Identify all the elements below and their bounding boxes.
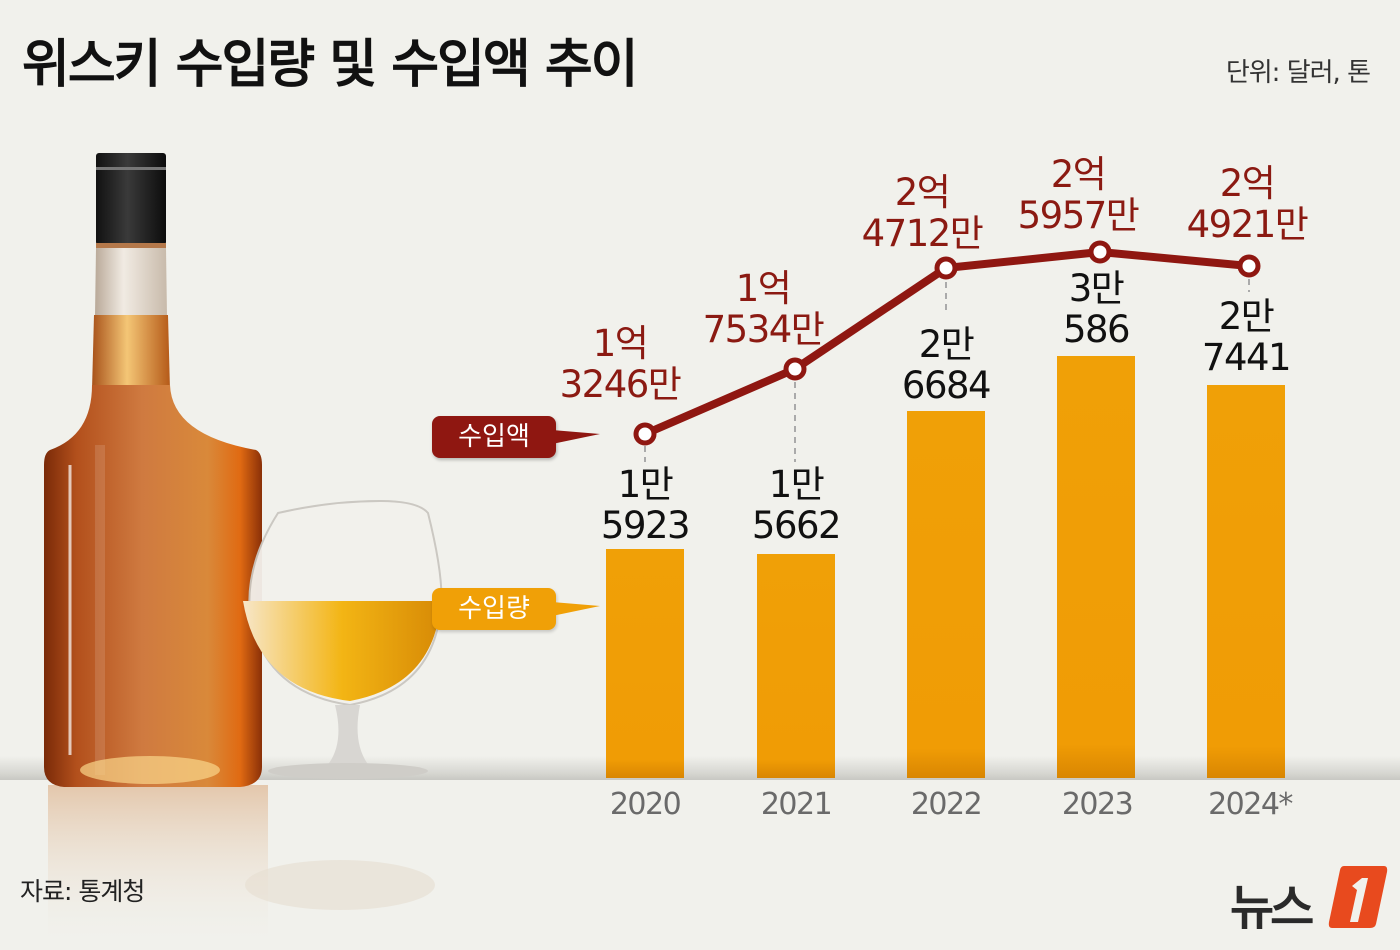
- quantity-label-2023: 3만 586: [1062, 267, 1131, 351]
- amount-point-2021: [783, 357, 807, 381]
- amount-label-2024: 2억 4921만: [1186, 162, 1309, 246]
- chart-title: 위스키 수입량 및 수입액 추이: [22, 35, 638, 95]
- amount-point-2022: [934, 256, 958, 280]
- x-tick-2022: 2022: [910, 787, 983, 822]
- bar-2021: [757, 554, 835, 778]
- x-tick-2020: 2020: [609, 787, 682, 822]
- quantity-label-2020: 1만 5923: [600, 463, 691, 547]
- x-tick-2021: 2021: [760, 787, 833, 822]
- bar-2023: [1057, 356, 1135, 778]
- quantity-label-2024: 2만 7441: [1201, 295, 1292, 379]
- bar-2020: [606, 549, 684, 778]
- amount-point-2020: [633, 422, 657, 446]
- amount-label-2021: 1억 7534만: [702, 267, 825, 351]
- amount-label-2020: 1억 3246만: [559, 322, 682, 406]
- news1-logo: 뉴스: [1208, 862, 1388, 936]
- logo-mark-icon: [1328, 866, 1388, 928]
- amount-point-2024: [1237, 254, 1261, 278]
- amount-label-2022: 2억 4712만: [861, 171, 984, 255]
- quantity-label-2021: 1만 5662: [751, 463, 842, 547]
- amount-point-2023: [1088, 240, 1112, 264]
- amount-legend-tag: 수입액: [432, 416, 600, 458]
- bar-2022: [907, 411, 985, 778]
- whisky-bottle-illustration: [44, 153, 443, 950]
- quantity-label-2022: 2만 6684: [901, 323, 992, 407]
- logo-text: 뉴스: [1230, 880, 1314, 936]
- source-note: 자료: 통계청: [20, 877, 145, 906]
- quantity-legend-tag: 수입량: [432, 588, 600, 630]
- unit-note: 단위: 달러, 톤: [1225, 58, 1371, 88]
- x-tick-2023: 2023: [1061, 787, 1134, 822]
- amount-label-2023: 2억 5957만: [1017, 153, 1140, 237]
- bar-2024: [1207, 385, 1285, 778]
- x-tick-2024: 2024*: [1208, 787, 1293, 822]
